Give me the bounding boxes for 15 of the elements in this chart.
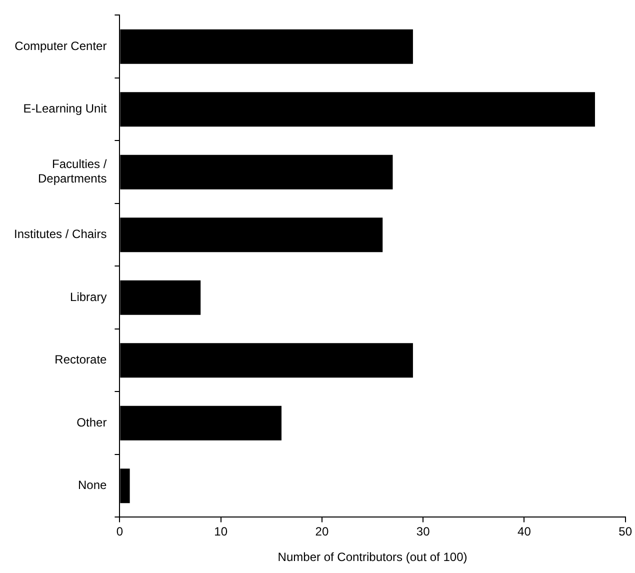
y-tick-label: Computer Center bbox=[14, 38, 107, 53]
x-axis-title: Number of Contributors (out of 100) bbox=[278, 550, 468, 564]
x-tick-label: 0 bbox=[116, 524, 124, 539]
y-tick-label: Faculties / Departments bbox=[38, 157, 108, 186]
y-tick-label: Library bbox=[70, 290, 107, 304]
x-tick-label: 10 bbox=[214, 524, 228, 539]
x-tick-label: 50 bbox=[618, 524, 632, 539]
y-tick-label: E-Learning Unit bbox=[23, 102, 108, 116]
y-tick-label: Other bbox=[76, 415, 107, 430]
x-tick-label: 40 bbox=[518, 524, 532, 539]
x-tick-label: 20 bbox=[315, 524, 329, 539]
x-tick-label: 30 bbox=[416, 524, 430, 539]
y-tick-label: Institutes / Chairs bbox=[14, 227, 107, 242]
y-tick-label: None bbox=[78, 478, 108, 492]
y-tick-label: Rectorate bbox=[54, 352, 108, 367]
